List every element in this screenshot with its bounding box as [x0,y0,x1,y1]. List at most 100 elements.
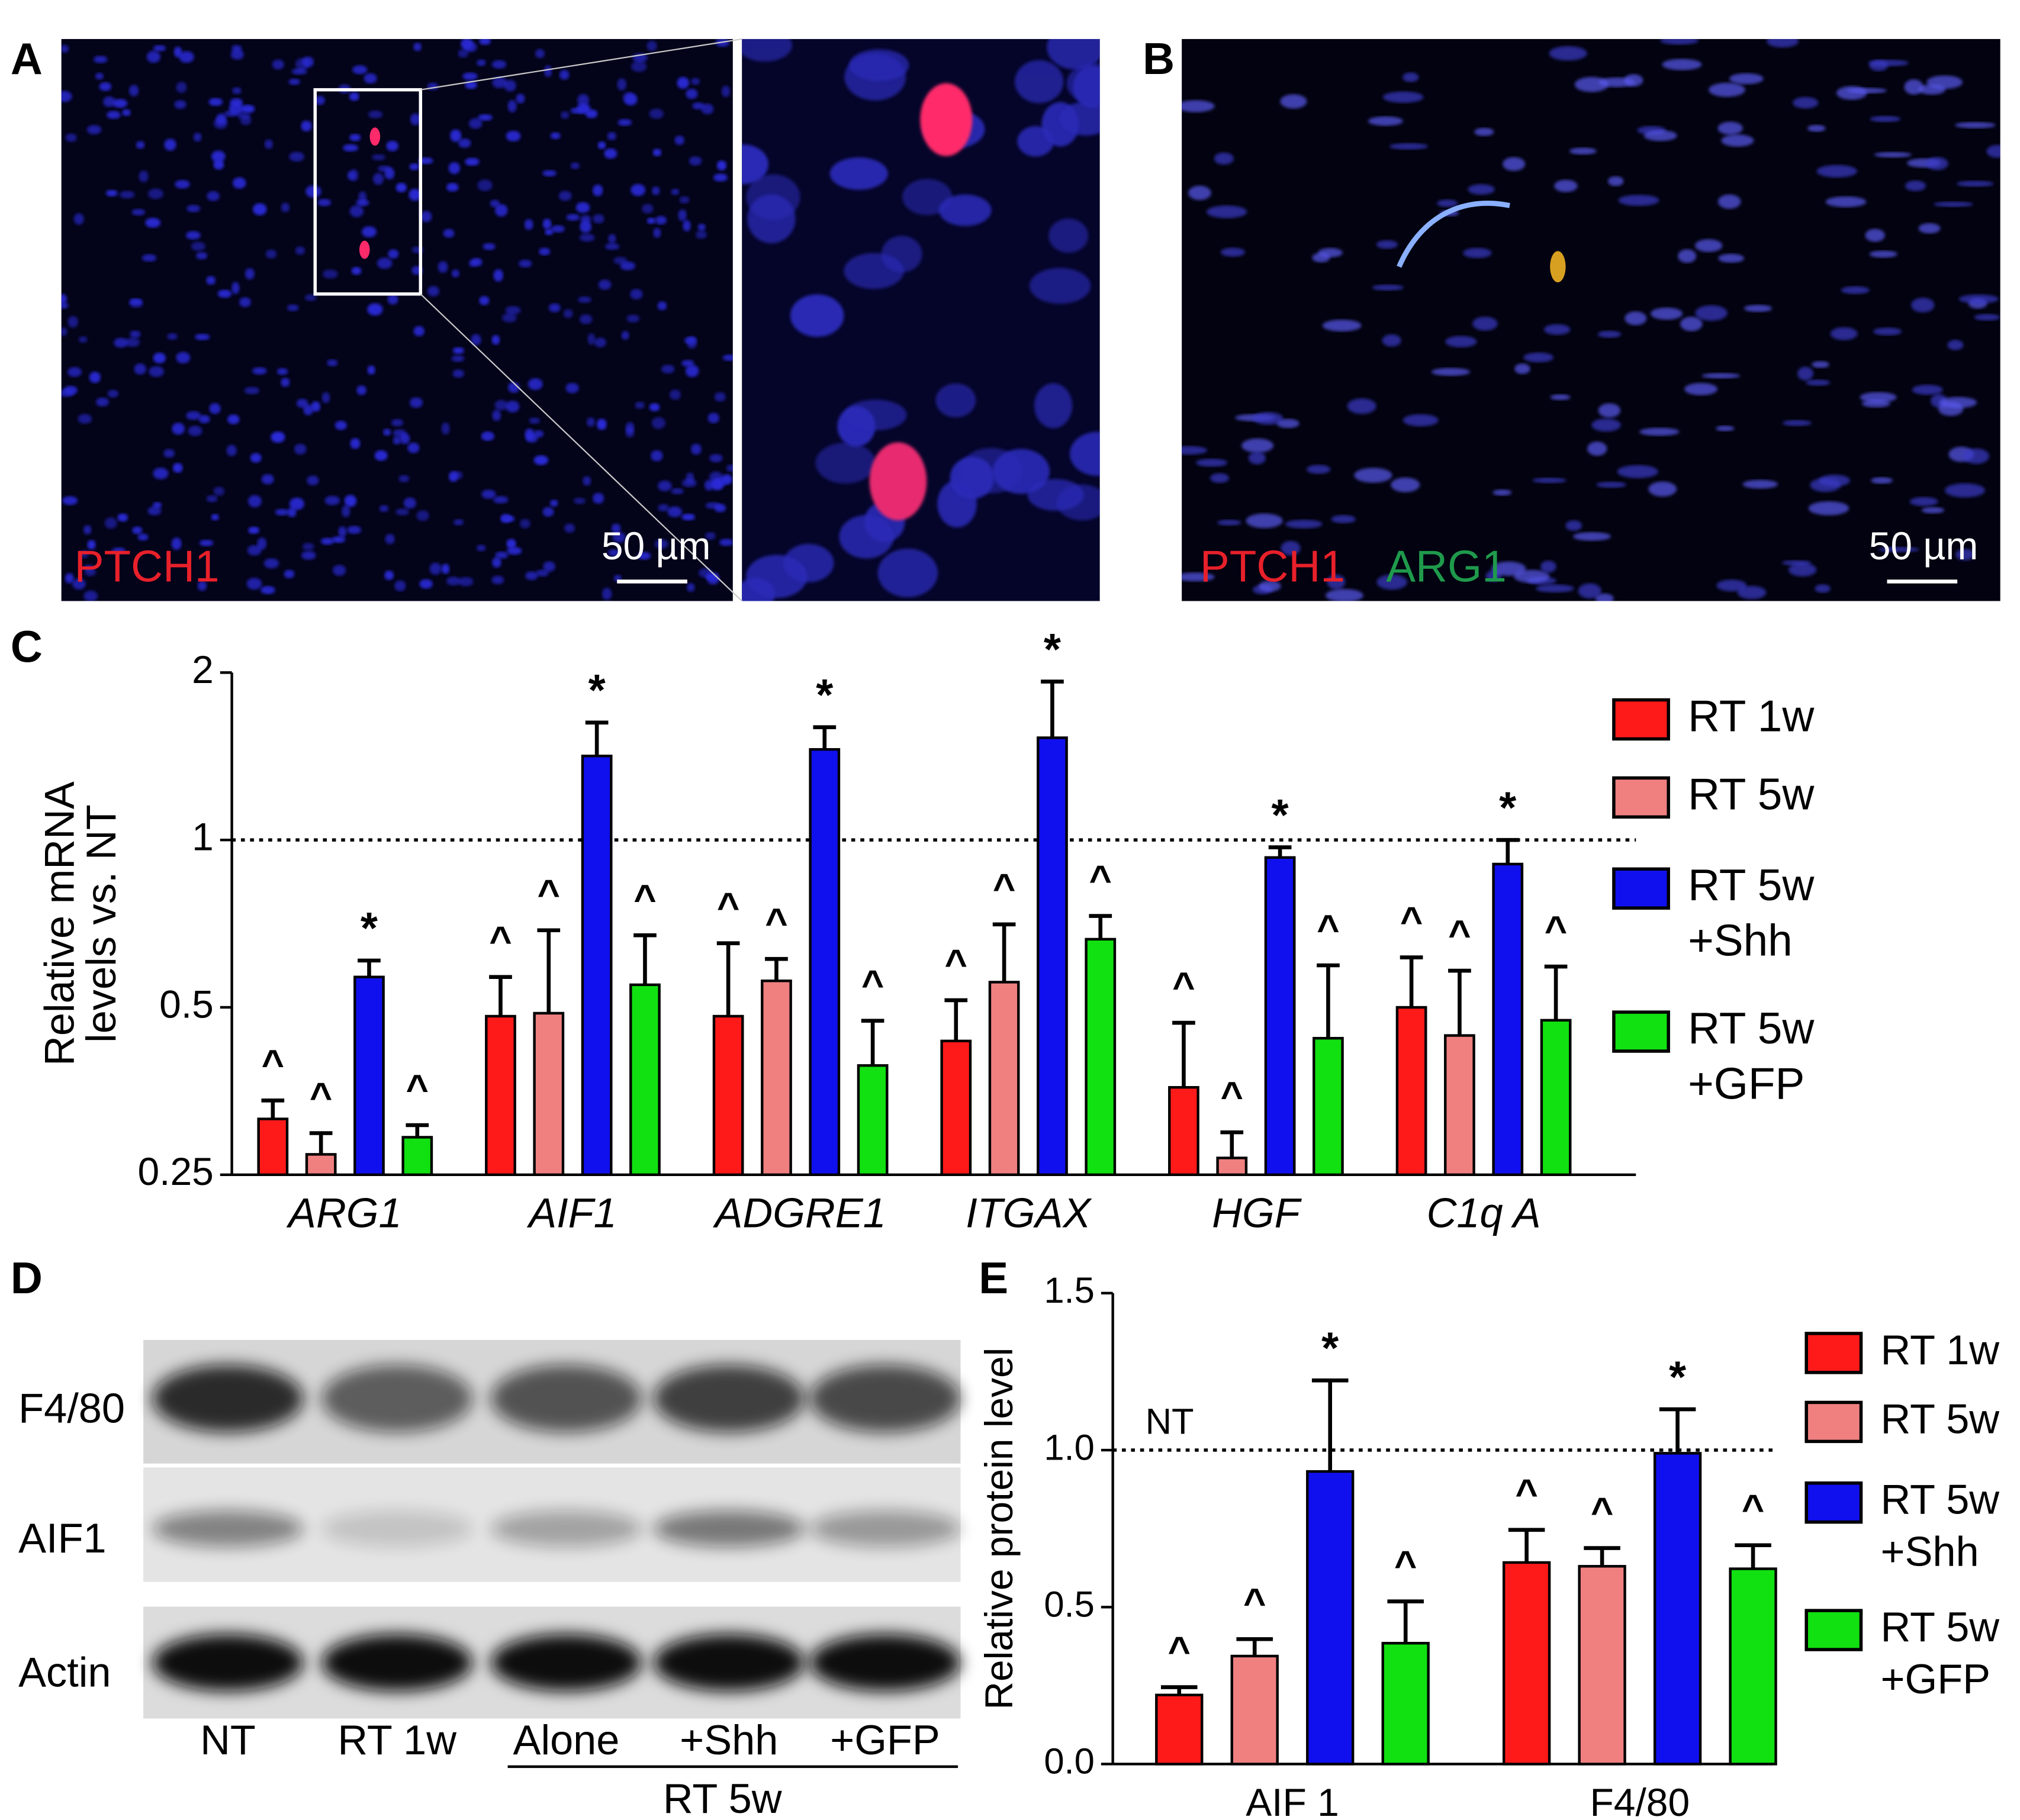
nucleus [213,159,224,170]
nucleus [407,442,420,453]
nucleus [506,130,521,141]
nucleus [73,213,84,225]
nucleus [652,149,662,157]
legend-label: RT 5w [1688,769,1815,819]
bar [305,1153,337,1176]
nucleus [478,114,493,121]
nucleus [213,487,225,496]
bar [1653,1452,1702,1766]
nucleus [302,543,314,551]
nucleus [284,569,295,579]
nucleus [690,443,702,455]
nucleus [356,385,366,395]
cell [869,442,927,521]
significance-mark: ^ [1545,907,1568,951]
nucleus [384,570,394,581]
nucleus [216,113,227,125]
nucleus [131,208,146,215]
lane-label: +Shh [680,1716,778,1763]
nucleus [1389,143,1429,150]
nucleus [505,306,521,315]
nucleus [450,129,462,142]
nucleus [1912,385,1943,395]
nucleus [84,567,97,576]
nucleus [877,548,938,598]
stain-label: PTCH1 [1200,541,1345,591]
nucleus [1847,88,1887,94]
panel-label: D [11,1253,43,1303]
bar [1230,1654,1279,1766]
nucleus [651,450,663,462]
nucleus [507,547,522,555]
nucleus [649,403,660,411]
nucleus [1955,549,1975,561]
blot-band [809,1364,961,1432]
nucleus [714,504,726,513]
legend-label-line: RT 5w [1688,1003,1815,1053]
blot-row-label: AIF1 [18,1515,107,1561]
nucleus [261,474,274,485]
nucleus [533,455,549,465]
nucleus [726,464,733,472]
y-tick-label: 1 [192,815,214,859]
nucleus [1721,134,1754,147]
nucleus [1694,239,1723,252]
bar [1395,1006,1427,1176]
nucleus [1737,585,1767,600]
nucleus [625,93,638,105]
nucleus [63,385,78,395]
nucleus [1933,201,1973,207]
nucleus [839,515,894,559]
legend-label-line: RT 5w [1688,769,1815,819]
nucleus [1709,82,1745,97]
nucleus [288,78,301,85]
nucleus [1874,152,1912,158]
nucleus [145,218,161,228]
nucleus [1445,336,1477,347]
nucleus [686,472,694,484]
nucleus [175,179,190,189]
nucleus [263,558,279,569]
significance-mark: ^ [861,962,884,1006]
nucleus [657,301,667,311]
panel-label: E [979,1253,1008,1303]
nucleus [334,420,348,430]
nucleus [594,337,607,347]
nucleus [314,95,325,105]
nucleus [146,50,161,63]
blot-band [321,1634,473,1692]
nucleus [317,198,332,207]
legend-label-line: RT 1w [1880,1326,1999,1373]
y-tick-label: 0.0 [1044,1741,1095,1782]
nucleus [625,422,635,433]
nucleus [543,65,552,77]
nucleus [1808,501,1849,516]
significance-mark: ^ [1221,1073,1244,1117]
nucleus [372,173,384,185]
nucleus [260,585,275,594]
nucleus [1819,474,1850,487]
nucleus [1513,569,1550,583]
legend-label: RT 5w +Shh [1880,1476,1999,1574]
nucleus [465,157,480,166]
nucleus [206,276,216,285]
nucleus [1807,124,1826,132]
blot-band [653,1364,805,1432]
nucleus [1870,115,1901,123]
nucleus [617,78,627,91]
nucleus [349,92,359,101]
y-tick-label: 0.5 [1044,1584,1095,1625]
nucleus [1782,560,1811,566]
nucleus [327,359,338,366]
nucleus [287,304,299,311]
nucleus [1535,584,1574,593]
vessel [1397,201,1510,268]
blot-band [653,1634,805,1692]
nucleus [429,562,442,575]
nucleus [408,188,422,201]
nucleus [295,246,305,255]
nucleus [1695,305,1728,321]
nucleus [171,537,182,550]
nucleus [598,279,612,290]
nucleus [387,294,398,305]
